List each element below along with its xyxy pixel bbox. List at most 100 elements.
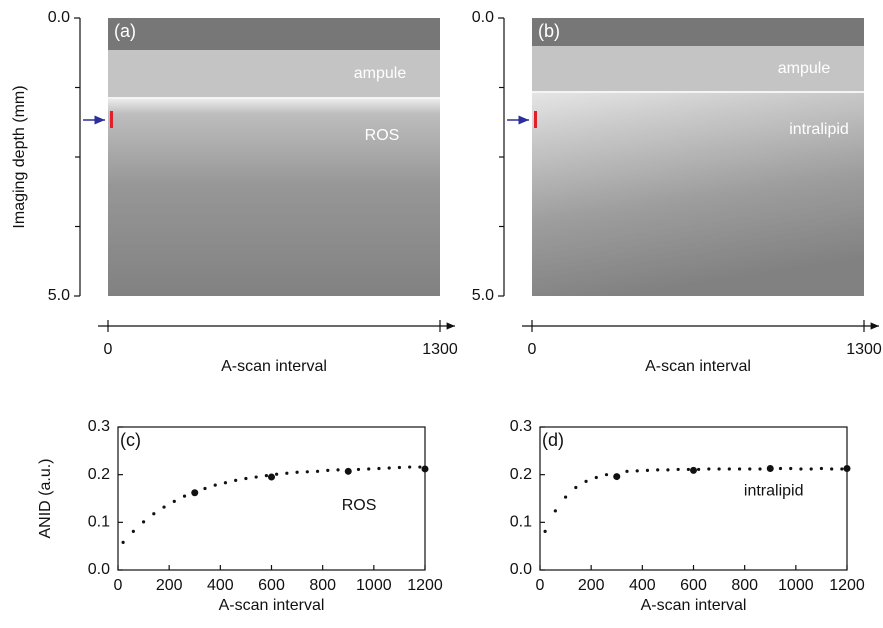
data-point [613,473,621,481]
y-tick-label: 0.3 [88,418,110,435]
data-point [387,466,391,470]
y-tick-label: 0.0 [88,561,110,578]
x-tick-label: 1300 [422,341,458,358]
speckle [532,18,864,296]
data-point [315,469,320,473]
data-point [121,540,125,544]
data-point [264,474,268,478]
x-tick-label: 0 [114,577,123,594]
y-tick-label: 0.0 [510,561,532,578]
layer-label: ampule [778,60,831,77]
y-tick-label: 0.0 [48,9,70,26]
y-axis-label: Imaging depth (mm) [11,85,28,228]
x-tick-label: 200 [578,577,605,594]
panel-label: (d) [542,430,564,450]
x-tick-label: 400 [629,577,656,594]
plot-frame [117,426,426,571]
data-point [666,468,670,472]
data-point [799,467,803,471]
x-tick-label: 200 [156,577,183,594]
data-point [356,467,361,472]
data-point [656,468,660,472]
data-point [727,467,731,471]
data-point [191,489,199,497]
x-tick-label: 1200 [829,577,865,594]
data-point [182,494,187,498]
annotation: intralipid [744,483,804,500]
data-point [604,473,609,477]
layer-label: intralipid [789,121,849,138]
data-point [563,495,568,499]
data-point [418,465,422,469]
data-point [336,468,340,472]
x-tick-label: 800 [731,577,758,594]
data-point [285,471,289,475]
x-tick-label: 800 [309,577,336,594]
data-point [543,529,547,533]
y-tick-label: 0.1 [510,514,532,531]
data-point [344,467,352,475]
y-axis-label: ANID (a.u.) [37,458,54,538]
y-tick-label: 5.0 [472,287,494,304]
data-point [223,481,228,485]
data-point [758,467,762,471]
data-point [840,467,844,471]
layer-label: ROS [365,127,400,144]
data-point [326,468,330,472]
data-point [594,475,598,480]
x-tick-label: 0 [536,577,545,594]
data-point [748,467,752,471]
y-tick-label: 0.2 [510,466,532,483]
x-tick-label: 1200 [407,577,443,594]
data-point [697,467,701,472]
data-point [707,467,711,471]
data-point [234,478,238,482]
x-tick-label: 1000 [356,577,392,594]
data-point [635,469,639,473]
data-point [778,466,783,471]
data-point [213,483,217,487]
data-point [377,466,381,471]
panel-label: (b) [538,21,560,41]
data-point [819,466,824,471]
x-axis-label: A-scan interval [221,358,327,375]
data-point [809,467,813,471]
x-tick-label: 600 [258,577,285,594]
data-point [766,464,774,472]
data-point [275,472,279,476]
data-point [141,520,146,524]
y-tick-label: 5.0 [48,287,70,304]
x-axis-label: A-scan interval [219,597,325,614]
red-marker [110,111,113,128]
x-axis-label: A-scan interval [645,358,751,375]
x-tick-label: 400 [207,577,234,594]
x-tick-label: 0 [528,341,537,358]
layer-label: ampule [354,65,407,82]
data-point [676,467,680,472]
data-point [203,486,207,491]
data-point [574,485,578,490]
data-point [553,509,557,513]
data-point [254,475,258,479]
data-point [789,466,793,471]
y-tick-label: 0.1 [88,514,110,531]
data-point [295,470,299,474]
panel-label: (a) [114,21,136,41]
data-point [162,505,166,509]
data-point [408,465,412,469]
data-point [131,529,135,533]
x-tick-label: 600 [680,577,707,594]
data-point [421,465,429,473]
data-point [843,464,851,472]
y-tick-label: 0.2 [88,466,110,483]
data-point [244,476,248,481]
data-point [268,473,275,481]
data-point [645,468,650,472]
data-point [397,465,402,470]
x-tick-label: 0 [104,341,113,358]
red-marker [534,111,537,128]
y-tick-label: 0.3 [510,418,532,435]
data-point [690,466,697,474]
data-point [584,479,588,483]
